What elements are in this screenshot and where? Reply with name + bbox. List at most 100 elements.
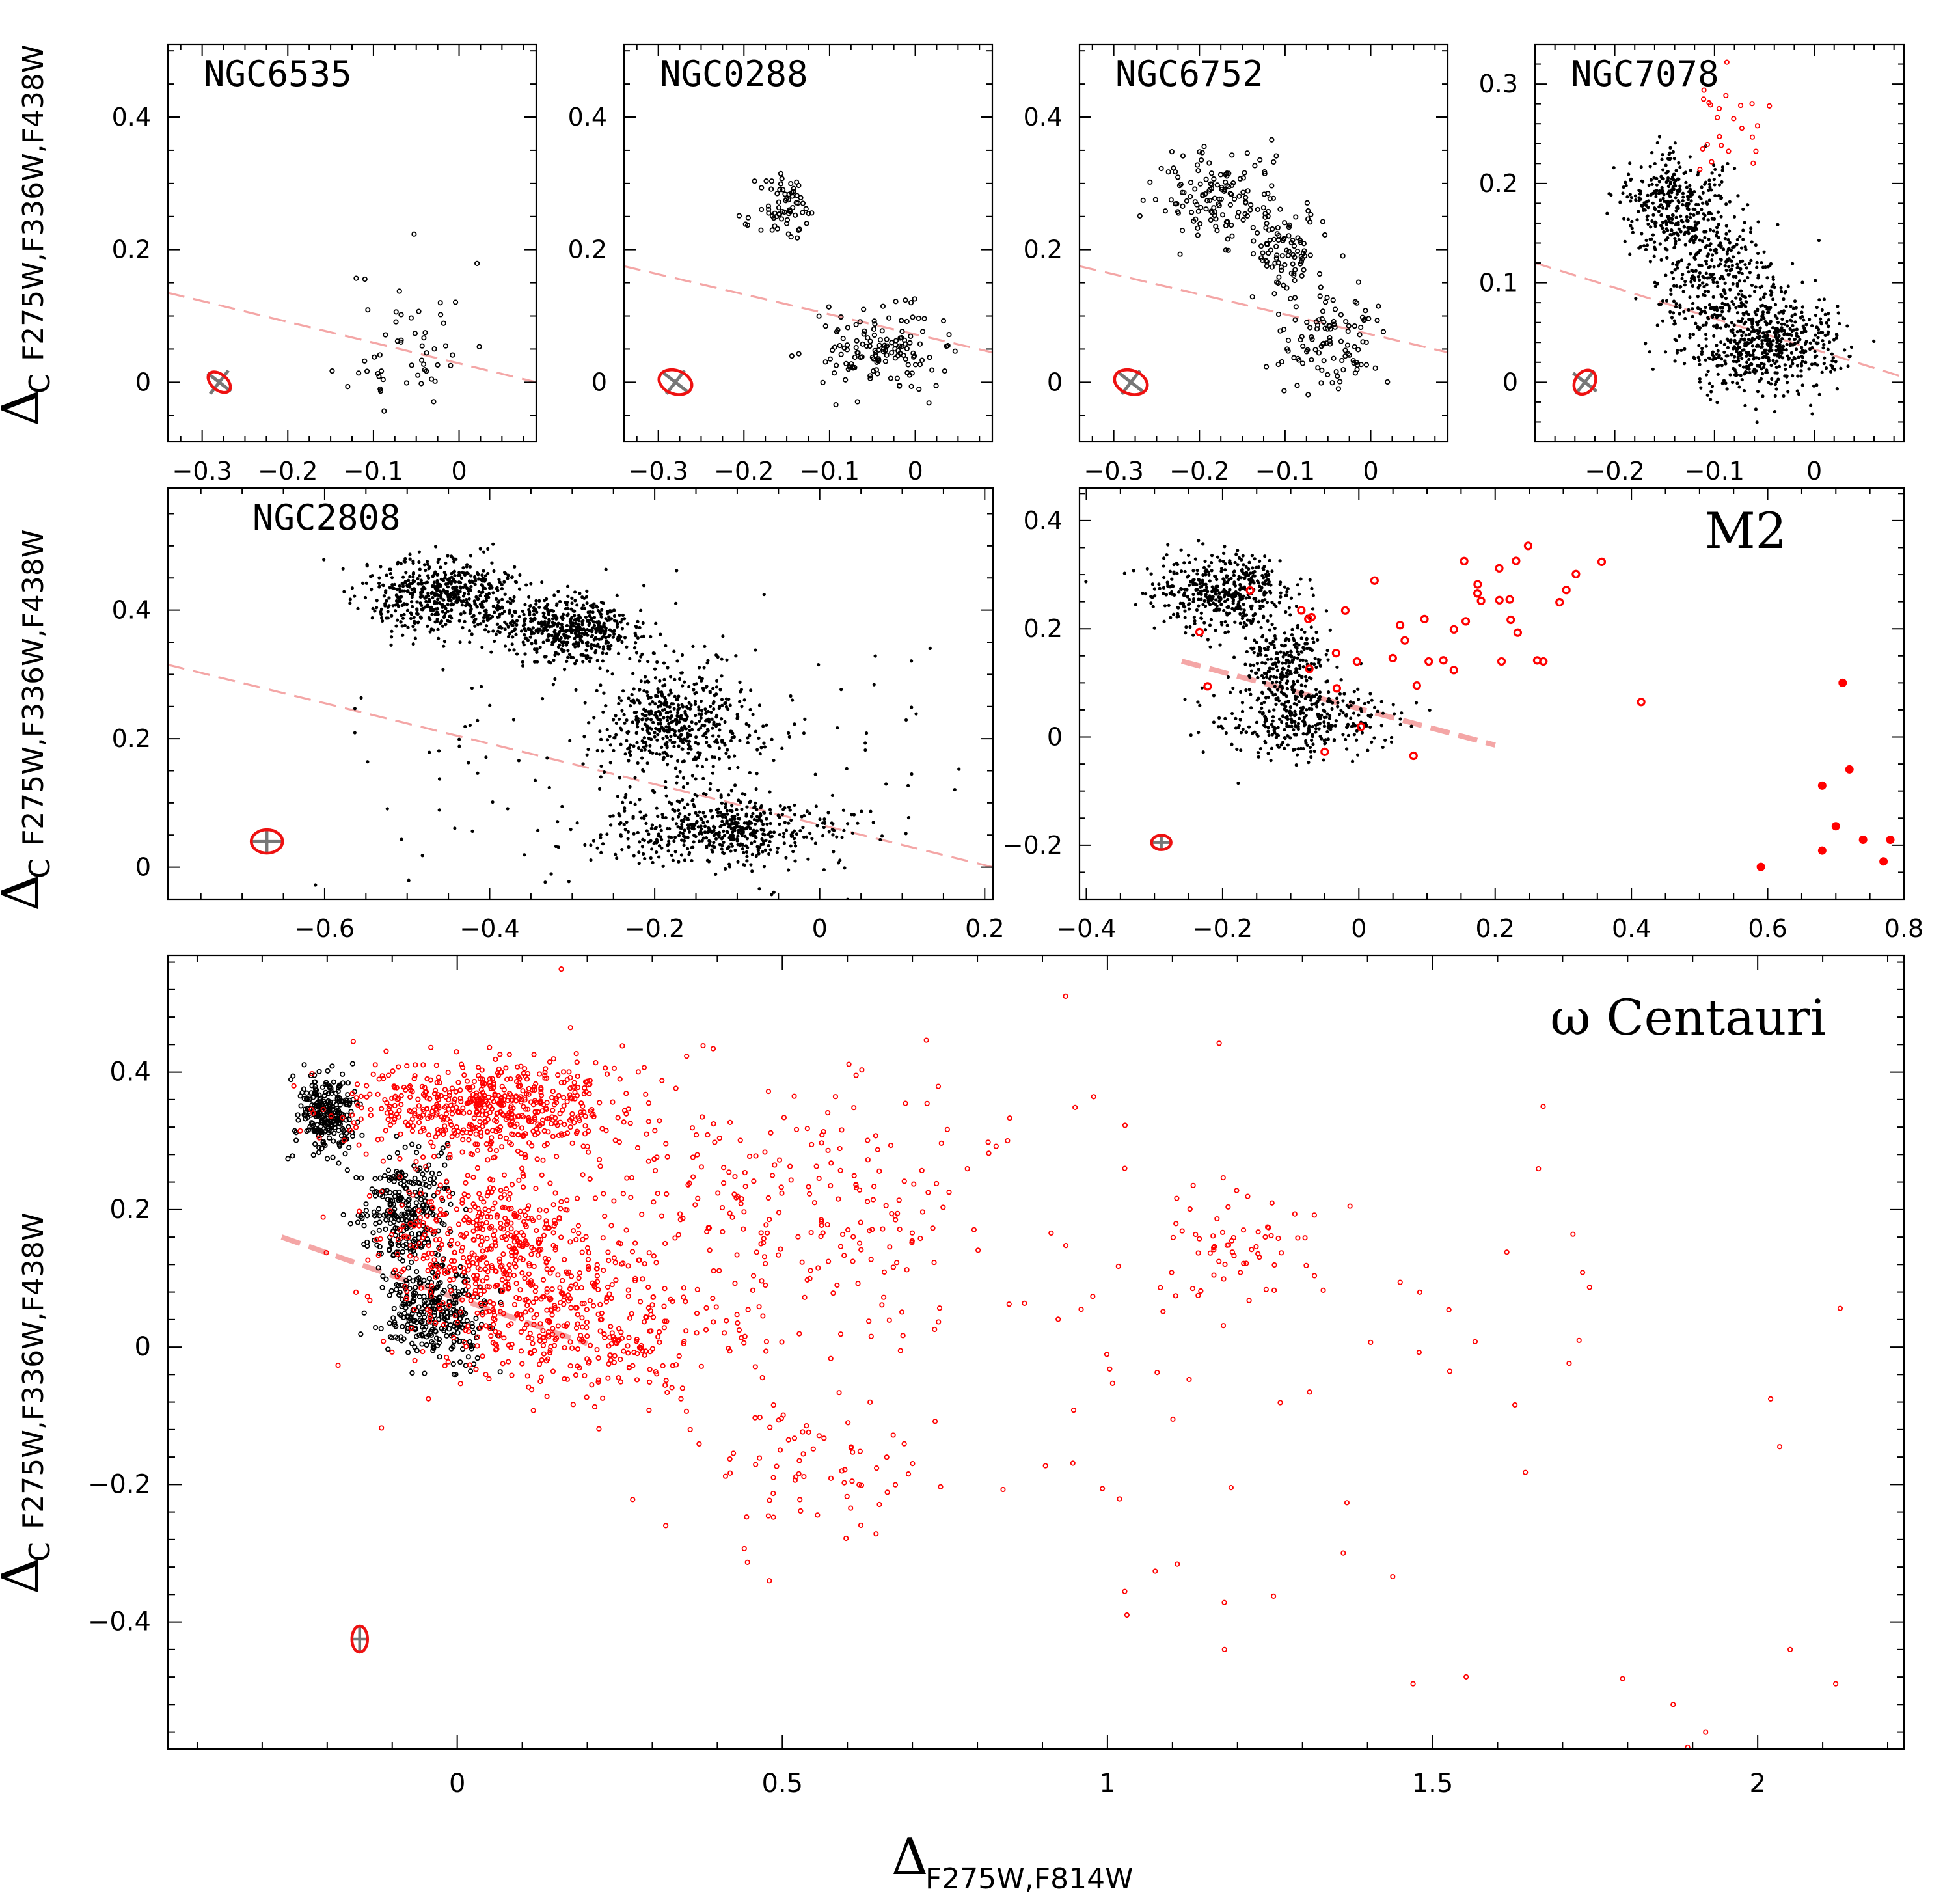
data-point [1794, 306, 1798, 310]
data-point [687, 701, 691, 705]
data-point [515, 623, 519, 627]
data-point [1756, 220, 1760, 224]
data-point [1236, 577, 1240, 582]
data-point [768, 839, 772, 844]
data-point [377, 386, 383, 392]
data-point [763, 833, 767, 837]
data-point [735, 808, 739, 811]
data-point [566, 612, 570, 616]
data-point [1197, 181, 1203, 187]
ngc6752-ytick-label: 0.2 [1024, 236, 1063, 264]
data-point [1179, 548, 1183, 552]
data-point [910, 772, 914, 776]
data-point [616, 621, 619, 626]
data-point [591, 626, 595, 630]
data-point [1664, 299, 1669, 303]
data-point [1290, 252, 1296, 258]
data-point [1241, 554, 1245, 558]
data-point [608, 734, 612, 739]
data-point [524, 636, 528, 640]
data-point [1743, 372, 1746, 376]
data-point [754, 822, 757, 826]
data-point [541, 614, 546, 618]
data-point [1717, 133, 1722, 139]
data-point [720, 813, 725, 817]
data-point [1704, 358, 1707, 362]
data-point [1791, 362, 1795, 366]
data-point [1218, 196, 1224, 202]
data-point [1278, 559, 1282, 563]
data-point [411, 231, 417, 237]
data-point [1734, 370, 1738, 374]
data-point [1752, 356, 1756, 360]
data-point [1338, 312, 1344, 318]
data-point [1719, 340, 1723, 344]
data-point [569, 828, 573, 832]
data-point [605, 669, 610, 673]
data-point [637, 862, 641, 865]
data-point [1677, 200, 1681, 204]
data-point [1309, 334, 1314, 340]
data-point [543, 621, 547, 625]
data-point [574, 642, 578, 646]
data-point [495, 622, 499, 626]
data-point [647, 832, 651, 836]
data-point [393, 319, 399, 325]
data-point [716, 788, 720, 793]
data-point [1312, 662, 1316, 666]
data-point [1673, 359, 1677, 363]
data-point [906, 815, 911, 820]
ngc6752-error-marker [1113, 368, 1149, 396]
data-point [1242, 621, 1246, 625]
data-point [1736, 265, 1740, 269]
data-point [1747, 364, 1751, 368]
data-point [779, 176, 785, 182]
data-point [886, 315, 892, 321]
data-point [1248, 663, 1253, 667]
data-point [735, 837, 739, 841]
data-point [483, 574, 487, 578]
data-point [1690, 226, 1694, 230]
data-point [1760, 342, 1764, 346]
data-point [1830, 359, 1834, 363]
data-point [839, 688, 843, 692]
data-point [1685, 219, 1689, 223]
data-point [1180, 587, 1184, 592]
data-point [1683, 170, 1688, 174]
data-point [1700, 208, 1704, 211]
data-point [721, 634, 725, 638]
data-point [575, 617, 579, 621]
data-point [529, 628, 533, 632]
data-point [687, 852, 691, 856]
ngc6535-error-marker [206, 369, 232, 395]
data-point [390, 614, 394, 618]
data-point [1207, 197, 1213, 204]
data-point [1084, 580, 1088, 584]
data-point [497, 599, 501, 603]
data-point [1223, 219, 1229, 225]
data-point [362, 358, 368, 364]
data-point [413, 628, 417, 632]
data-point [664, 794, 668, 798]
data-point [1372, 365, 1378, 371]
data-point [620, 709, 624, 713]
data-point [1808, 318, 1812, 321]
data-point [665, 746, 669, 750]
data-point [1746, 203, 1750, 207]
data-point [1664, 273, 1668, 277]
data-point [1270, 226, 1275, 232]
data-point [491, 800, 495, 804]
data-point [1828, 370, 1833, 374]
data-point [1171, 165, 1176, 171]
data-point [917, 362, 923, 368]
data-point [673, 850, 677, 854]
data-point [834, 362, 839, 368]
data-point [724, 867, 727, 871]
data-point [1711, 315, 1715, 320]
data-point [1162, 564, 1165, 568]
data-point [1780, 336, 1784, 341]
data-point [736, 816, 741, 821]
data-point [1845, 324, 1849, 328]
data-point [1652, 206, 1657, 210]
data-point [1279, 359, 1284, 365]
